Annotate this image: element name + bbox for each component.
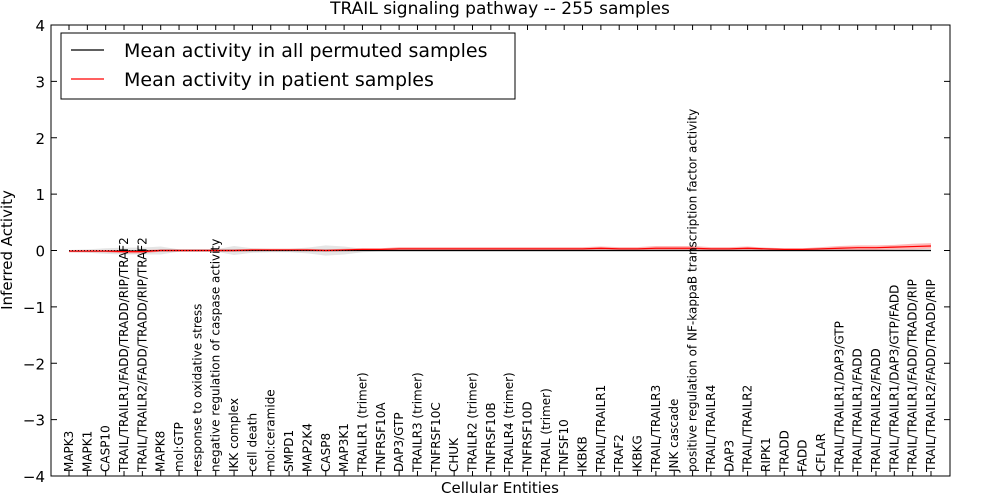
y-tick-label: 3 — [35, 73, 45, 91]
x-tick-label: mol:ceramide — [264, 389, 278, 472]
x-tick-label: cell death — [245, 413, 259, 472]
x-tick-label: TNFSF10 — [557, 419, 571, 473]
x-tick-label: CASP10 — [99, 425, 113, 472]
chart-title: TRAIL signaling pathway -- 255 samples — [329, 0, 670, 19]
legend: Mean activity in all permuted samples Me… — [60, 32, 516, 100]
x-tick-label: CASP8 — [319, 433, 333, 472]
x-tick-label: positive regulation of NF-kappaB transcr… — [686, 109, 700, 472]
x-tick-label: MAP3K1 — [337, 423, 351, 472]
y-tick-label: −4 — [23, 468, 45, 486]
x-tick-label: TRAIL (trimer) — [539, 388, 553, 473]
legend-label-permuted: Mean activity in all permuted samples — [124, 40, 487, 62]
x-tick-label: TRAILR2 (trimer) — [465, 372, 479, 473]
x-tick-label: TRADD — [777, 430, 791, 473]
y-tick-label: 4 — [35, 17, 45, 35]
y-axis-label: Inferred Activity — [0, 190, 16, 310]
x-tick-label: TRAF2 — [612, 434, 626, 473]
x-tick-label: TRAIL/TRAILR1/FADD — [851, 348, 865, 473]
x-tick-label: FADD — [796, 440, 810, 473]
plot-area: −4 −3 −2 −1 0 1 2 3 4 MAPK3 MAPK1 CASP10 TRAIL/TRAIL… — [23, 17, 951, 486]
x-tick-label: TNFRSF10A — [374, 402, 388, 473]
x-tick-label: TRAIL/TRAILR3 — [649, 385, 663, 473]
x-tick-label: DAP3 — [722, 440, 736, 472]
series-line-patient — [69, 245, 932, 253]
y-tick-label: −2 — [23, 355, 45, 373]
x-tick-label: MAP2K4 — [300, 423, 314, 472]
x-tick-label: mol:GTP — [172, 422, 186, 472]
x-tick-label: TRAIL/TRAILR1/FADD/TRADD/RIP/TRAF2 — [117, 237, 131, 473]
y-tick-label: 1 — [35, 186, 45, 204]
x-tick-label: response to oxidative stress — [190, 304, 204, 472]
x-tick-label: negative regulation of caspase activity — [209, 239, 223, 472]
x-tick-label: TRAILR1 (trimer) — [355, 372, 369, 473]
x-tick-label: TNFRSF10D — [521, 401, 535, 473]
x-tick-label: TNFRSF10B — [484, 402, 498, 473]
x-tick-label: CFLAR — [814, 433, 828, 472]
x-tick-label: IKBKG — [631, 435, 645, 472]
x-tick-label: TRAIL/TRAILR2/FADD/TRADD/RIP/TRAF2 — [135, 237, 149, 473]
x-tick-label: CHUK — [447, 437, 461, 472]
y-tick-label: 0 — [35, 243, 45, 261]
x-tick-label: TRAIL/TRAILR1/FADD/TRADD/RIP — [906, 279, 920, 473]
x-tick-label: TRAIL/TRAILR1/DAP3/GTP/FADD — [887, 285, 901, 473]
x-tick-label: TRAIL/TRAILR1/DAP3/GTP — [832, 321, 846, 473]
x-tick-label: DAP3/GTP — [392, 412, 406, 472]
x-tick-label: TRAIL/TRAILR2/FADD — [869, 348, 883, 473]
y-tick-label: 2 — [35, 130, 45, 148]
y-tick-label: −3 — [23, 412, 45, 430]
x-tick-label: TRAIL/TRAILR2 — [741, 385, 755, 473]
legend-label-patient: Mean activity in patient samples — [124, 69, 434, 91]
x-tick-label: RIPK1 — [759, 437, 773, 472]
x-tick-label: MAPK1 — [80, 431, 94, 472]
legend-frame — [60, 32, 516, 100]
x-tick-label: TRAIL/TRAILR1 — [594, 385, 608, 473]
x-tick-label: IKK complex — [227, 398, 241, 472]
x-tick-label: TNFRSF10C — [429, 402, 443, 473]
x-tick-label: TRAILR4 (trimer) — [502, 372, 516, 473]
x-tick-label: IKBKB — [576, 436, 590, 472]
x-tick-label: MAPK8 — [154, 431, 168, 472]
x-tick-label: JNK cascade — [667, 399, 681, 473]
x-tick-label: TRAIL/TRAILR2/FADD/TRADD/RIP — [924, 279, 938, 473]
x-tick-label: MAPK3 — [62, 431, 76, 472]
x-tick-label: SMPD1 — [282, 430, 296, 472]
x-tick-label: TRAILR3 (trimer) — [410, 372, 424, 473]
x-tick-label: TRAIL/TRAILR4 — [704, 385, 718, 473]
y-tick-label: −1 — [23, 299, 45, 317]
x-axis-label: Cellular Entities — [441, 479, 559, 497]
